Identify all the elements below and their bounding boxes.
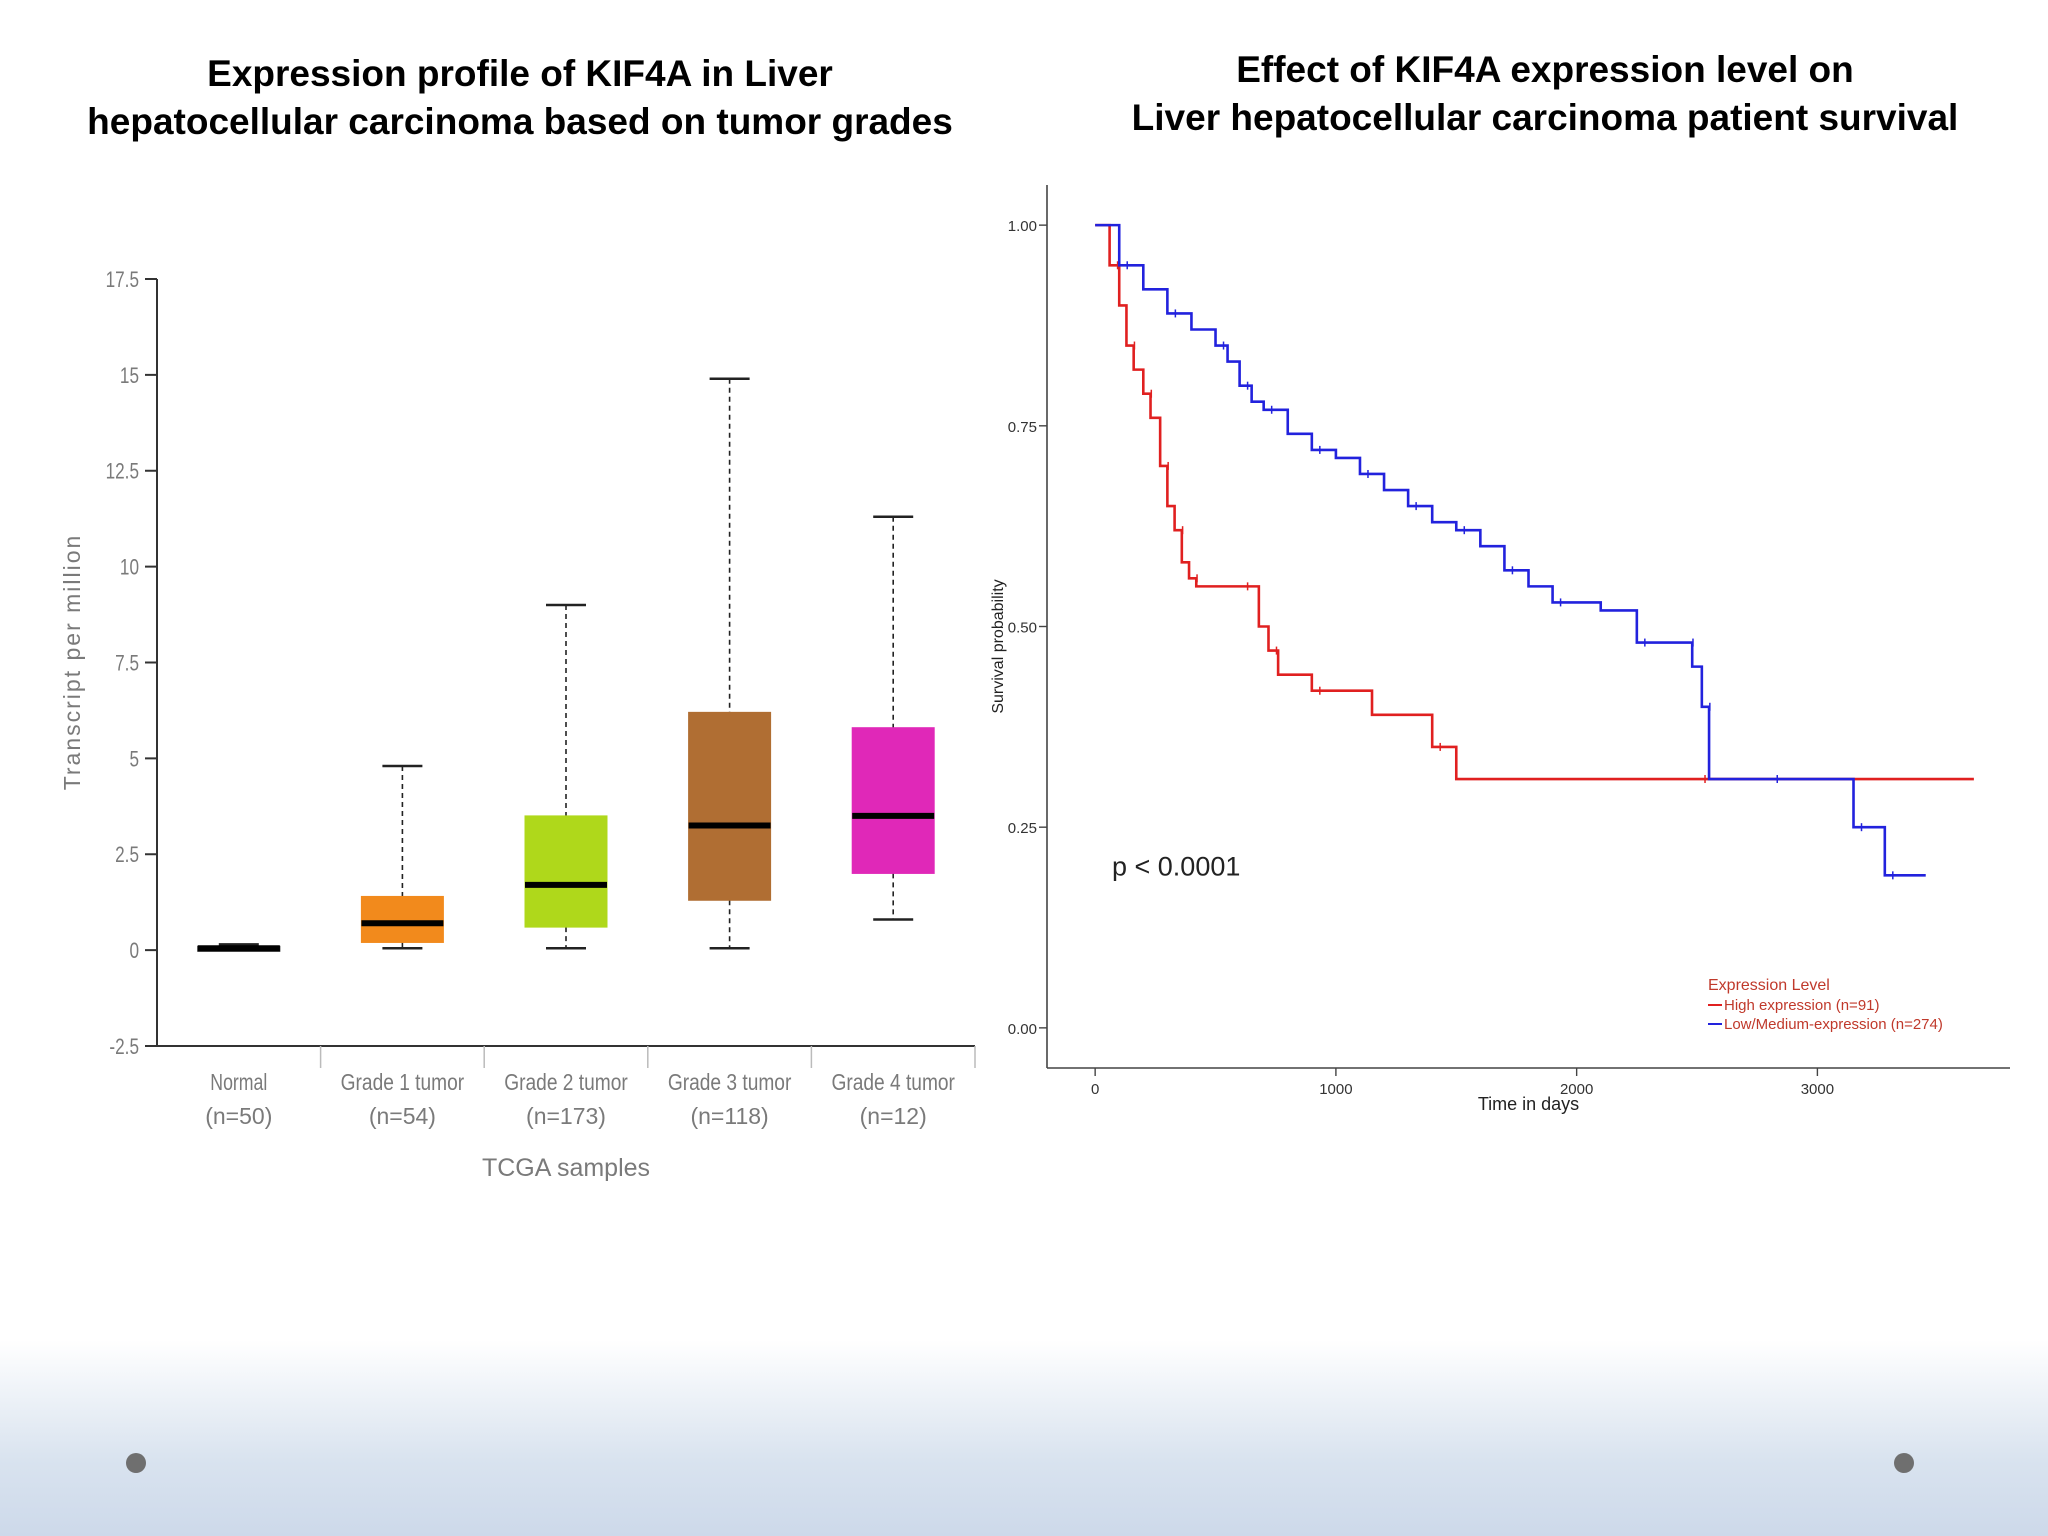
- y-tick-label: 12.5: [106, 460, 139, 485]
- x-category-count: (n=50): [205, 1103, 272, 1129]
- x-category-count: (n=173): [526, 1103, 606, 1129]
- y-axis-label: Survival probability: [990, 579, 1007, 713]
- box-body: [524, 815, 608, 928]
- left-chart-title: Expression profile of KIF4A in Liver hep…: [20, 50, 1020, 146]
- y-tick-label: 0.75: [1008, 419, 1037, 436]
- slide-bullet-dot-left: [126, 1453, 146, 1473]
- x-category-count: (n=54): [369, 1103, 436, 1129]
- y-tick-label: 5: [129, 747, 139, 772]
- legend-entry: High expression (n=91): [1724, 997, 1880, 1014]
- x-category-label: Grade 3 tumor: [668, 1069, 792, 1095]
- y-tick-label: 7.5: [115, 652, 139, 677]
- legend-entry: Low/Medium-expression (n=274): [1724, 1016, 1943, 1033]
- y-tick-label: 1.00: [1008, 218, 1037, 235]
- y-tick-label: 17.5: [106, 268, 139, 293]
- left-title-line2: hepatocellular carcinoma based on tumor …: [87, 101, 953, 142]
- y-tick-label: 0: [129, 939, 139, 964]
- x-axis-label: TCGA samples: [482, 1154, 650, 1182]
- x-category-count: (n=12): [860, 1103, 927, 1129]
- x-tick-label: 0: [1091, 1081, 1099, 1098]
- y-axis-label: Transcript per million: [59, 534, 85, 791]
- x-category-label: Grade 2 tumor: [504, 1069, 628, 1095]
- survival-chart: 0.00 0.25 0.50 0.75 1.00 0 1000 2000 3000 Surviva…: [990, 185, 2010, 1114]
- box-body: [851, 727, 935, 874]
- y-tick-label: 10: [120, 556, 139, 581]
- y-tick-label: 0.50: [1008, 620, 1037, 637]
- x-tick-label: 2000: [1560, 1081, 1593, 1098]
- x-tick-label: 1000: [1319, 1081, 1352, 1098]
- y-tick-label: 0.00: [1008, 1021, 1037, 1038]
- y-tick-label: 2.5: [115, 843, 139, 868]
- right-title-line1: Effect of KIF4A expression level on: [1236, 49, 1854, 90]
- y-tick-label: 15: [120, 364, 139, 389]
- x-axis-label: Time in days: [1478, 1094, 1579, 1114]
- right-title-line2: Liver hepatocellular carcinoma patient s…: [1131, 97, 1959, 138]
- x-category-count: (n=118): [690, 1103, 768, 1129]
- x-category-label: Grade 4 tumor: [831, 1069, 955, 1095]
- slide-bullet-dot-right: [1894, 1453, 1914, 1473]
- box-body: [688, 711, 772, 901]
- box-body: [360, 895, 444, 943]
- left-title-line1: Expression profile of KIF4A in Liver: [207, 53, 833, 94]
- survival-curve-line-low-medium: [1095, 223, 1926, 877]
- legend-title: Expression Level: [1708, 977, 1830, 994]
- y-tick-label: -2.5: [109, 1035, 139, 1060]
- x-category-label: Normal: [210, 1069, 267, 1095]
- boxplot-chart: -2.5 0 2.5 5 7.5 10 12.5 15 17.5 Transcript per m…: [59, 268, 976, 1182]
- p-value-annotation: p < 0.0001: [1112, 851, 1240, 881]
- survival-curve-line-high: [1095, 223, 1974, 781]
- x-category-label: Grade 1 tumor: [341, 1069, 465, 1095]
- y-tick-label: 0.25: [1008, 820, 1037, 837]
- x-tick-label: 3000: [1801, 1081, 1834, 1098]
- right-chart-title: Effect of KIF4A expression level on Live…: [1060, 46, 2030, 142]
